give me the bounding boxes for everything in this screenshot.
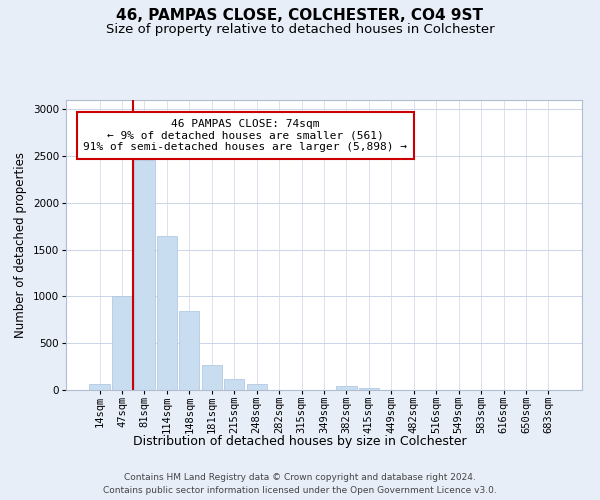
Text: Size of property relative to detached houses in Colchester: Size of property relative to detached ho… — [106, 22, 494, 36]
Bar — [179, 312, 199, 390]
Bar — [247, 384, 267, 390]
Text: Distribution of detached houses by size in Colchester: Distribution of detached houses by size … — [133, 435, 467, 448]
Bar — [337, 386, 356, 390]
Bar — [202, 364, 222, 390]
Text: Contains HM Land Registry data © Crown copyright and database right 2024.: Contains HM Land Registry data © Crown c… — [124, 472, 476, 482]
Text: 46 PAMPAS CLOSE: 74sqm
← 9% of detached houses are smaller (561)
91% of semi-det: 46 PAMPAS CLOSE: 74sqm ← 9% of detached … — [83, 118, 407, 152]
Y-axis label: Number of detached properties: Number of detached properties — [14, 152, 27, 338]
Bar — [224, 379, 244, 390]
Bar — [134, 160, 155, 390]
Text: 46, PAMPAS CLOSE, COLCHESTER, CO4 9ST: 46, PAMPAS CLOSE, COLCHESTER, CO4 9ST — [116, 8, 484, 22]
Bar — [359, 388, 379, 390]
Text: Contains public sector information licensed under the Open Government Licence v3: Contains public sector information licen… — [103, 486, 497, 495]
Bar — [89, 384, 110, 390]
Bar — [157, 236, 177, 390]
Bar — [112, 296, 132, 390]
